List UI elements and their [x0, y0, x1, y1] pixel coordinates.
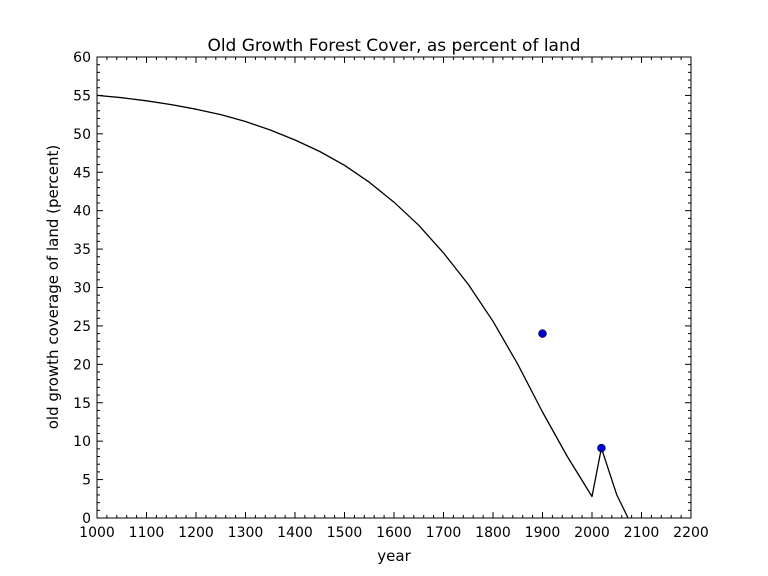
data-point — [538, 329, 547, 338]
chart-title: Old Growth Forest Cover, as percent of l… — [207, 36, 580, 56]
x-tick-label: 1500 — [327, 525, 363, 541]
plot-area: 1000 1100 1200 1300 1400 1500 1600 1700 1800 1900… — [73, 50, 709, 541]
x-tick-label: 1600 — [376, 525, 412, 541]
y-tick-label: 25 — [73, 319, 91, 335]
x-tick-label: 1400 — [277, 525, 313, 541]
y-tick-label: 35 — [73, 242, 91, 258]
x-axis-label: year — [377, 547, 411, 565]
y-tick-label: 15 — [73, 396, 91, 412]
y-tick-label: 10 — [73, 434, 91, 450]
y-tick-label: 30 — [73, 281, 91, 297]
x-tick-label: 1900 — [525, 525, 561, 541]
x-tick-label: 2000 — [574, 525, 610, 541]
x-tick-label: 1300 — [228, 525, 264, 541]
x-tick-label: 1800 — [475, 525, 511, 541]
y-tick-label: 50 — [73, 127, 91, 143]
y-tick-label: 5 — [82, 473, 91, 489]
y-tick-label: 40 — [73, 204, 91, 220]
y-tick-label: 20 — [73, 357, 91, 373]
x-tick-label: 1700 — [426, 525, 462, 541]
y-tick-label: 45 — [73, 165, 91, 181]
x-tick-label: 1000 — [79, 525, 115, 541]
x-tick-label: 2100 — [624, 525, 660, 541]
series-line — [96, 94, 629, 519]
y-axis-label: old growth coverage of land (percent) — [44, 145, 62, 430]
y-tick-label: 0 — [82, 511, 91, 527]
data-point — [597, 443, 606, 453]
x-tick-label: 2200 — [673, 525, 709, 541]
x-tick-label: 1100 — [129, 525, 165, 541]
y-tick-label: 60 — [73, 50, 91, 66]
y-tick-label: 55 — [73, 88, 91, 104]
x-tick-label: 1200 — [178, 525, 214, 541]
